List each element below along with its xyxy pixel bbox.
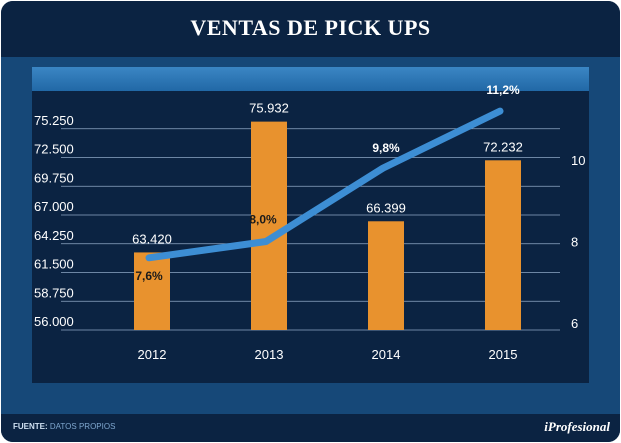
y-left-tick-label: 56.000 [34,314,74,329]
bar [485,160,521,330]
line-value-label: 8,0% [249,213,277,227]
x-tick-label: 2015 [489,347,518,362]
source-text: DATOS PROPIOS [49,422,116,431]
y-left-tick-label: 64.250 [34,228,74,243]
x-tick-label: 2013 [255,347,284,362]
line-value-label: 7,6% [135,269,163,283]
line-value-label: 9,8% [372,141,400,155]
y-left-tick-label: 75.250 [34,113,74,128]
footer: FUENTE: DATOS PROPIOS iProfesional [1,414,620,442]
y-left-tick-label: 67.000 [34,199,74,214]
bar-value-label: 66.399 [366,200,406,215]
source-label: FUENTE: [13,422,48,431]
bar [251,121,287,331]
x-tick-label: 2014 [372,347,401,362]
source-note: FUENTE: DATOS PROPIOS [13,422,115,431]
y-left-tick-label: 69.750 [34,170,74,185]
y-left-tick-label: 72.500 [34,142,74,157]
y-left-tick-label: 61.500 [34,257,74,272]
bar-value-label: 75.932 [249,101,289,116]
y-right-tick-label: 10 [571,153,585,168]
bar-value-label: 72.232 [483,139,523,154]
bar [134,252,170,330]
x-tick-label: 2012 [138,347,167,362]
y-left-tick-label: 58.750 [34,285,74,300]
bar-value-label: 63.420 [132,231,172,246]
chart-title: VENTAS DE PICK UPS [190,15,431,40]
y-right-tick-label: 8 [571,235,578,250]
line-series [145,107,504,262]
y-right-tick-label: 6 [571,316,578,331]
brand-logo: iProfesional [544,419,610,434]
bar [368,221,404,330]
line-value-label: 11,2% [486,83,520,97]
header: VENTAS DE PICK UPS [1,1,620,57]
header-strip [32,67,589,91]
